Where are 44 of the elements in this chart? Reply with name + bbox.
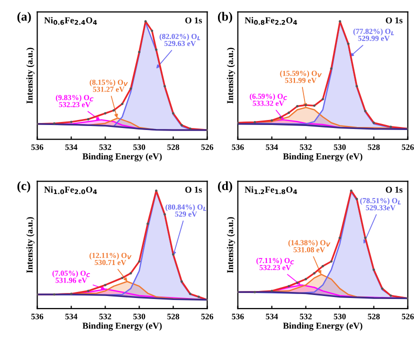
x-tick-label: 534 [65, 314, 78, 320]
annotation: O 1s [185, 186, 202, 193]
chart-title: (a) [17, 12, 31, 24]
chart-subtitle: Ni$_{1.0}$Fe$_{2.0}$O$_{4}$ [44, 186, 97, 194]
y-axis-title: Intensity (a.u.) [226, 217, 236, 273]
x-tick-label: 534 [65, 144, 78, 150]
x-tick-label: 534 [266, 314, 278, 320]
chart-subtitle: Ni$_{0.8}$Fe$_{2.2}$O$_{4}$ [244, 16, 298, 25]
x-tick-label: 526 [402, 144, 414, 150]
x-tick-label: 526 [402, 314, 414, 320]
x-tick-label: 528 [368, 144, 380, 150]
chart-title: (b) [218, 12, 232, 24]
y-axis-title: Intensity (a.u.) [226, 48, 236, 104]
x-tick-label: 528 [167, 144, 180, 150]
annotation: O 1s [386, 186, 402, 193]
x-axis-title: Binding Energy (eV) [283, 153, 362, 162]
x-tick-label: 530 [133, 314, 146, 320]
x-tick-label: 528 [167, 314, 180, 320]
x-tick-label: 530 [334, 314, 346, 320]
x-tick-label: 536 [232, 144, 244, 150]
x-axis-title: Binding Energy (eV) [82, 322, 162, 331]
x-tick-label: 536 [31, 314, 44, 320]
y-axis-title: Intensity (a.u.) [26, 48, 34, 104]
x-tick-label: 526 [201, 144, 214, 150]
x-tick-label: 532 [99, 314, 112, 320]
x-axis-title: Binding Energy (eV) [82, 153, 162, 162]
chart-subtitle: Ni$_{1.2}$Fe$_{1.8}$O$_{4}$ [244, 186, 298, 194]
annotation: O 1s [185, 17, 202, 24]
x-tick-label: 526 [201, 314, 214, 320]
x-axis-title: Binding Energy (eV) [283, 322, 362, 331]
x-tick-label: 532 [300, 144, 312, 150]
chart-title: (c) [17, 181, 30, 193]
x-tick-label: 532 [300, 314, 312, 320]
x-tick-label: 532 [99, 144, 112, 150]
x-tick-label: 530 [133, 144, 146, 150]
chart-title: (d) [218, 181, 232, 193]
x-tick-label: 536 [31, 144, 44, 150]
y-axis-title: Intensity (a.u.) [26, 217, 34, 273]
chart-subtitle: Ni$_{0.6}$Fe$_{2.4}$O$_{4}$ [44, 16, 97, 25]
annotation: O 1s [386, 17, 402, 24]
x-tick-label: 530 [334, 144, 346, 150]
x-tick-label: 536 [232, 314, 244, 320]
x-tick-label: 534 [266, 144, 278, 150]
x-tick-label: 528 [368, 314, 380, 320]
